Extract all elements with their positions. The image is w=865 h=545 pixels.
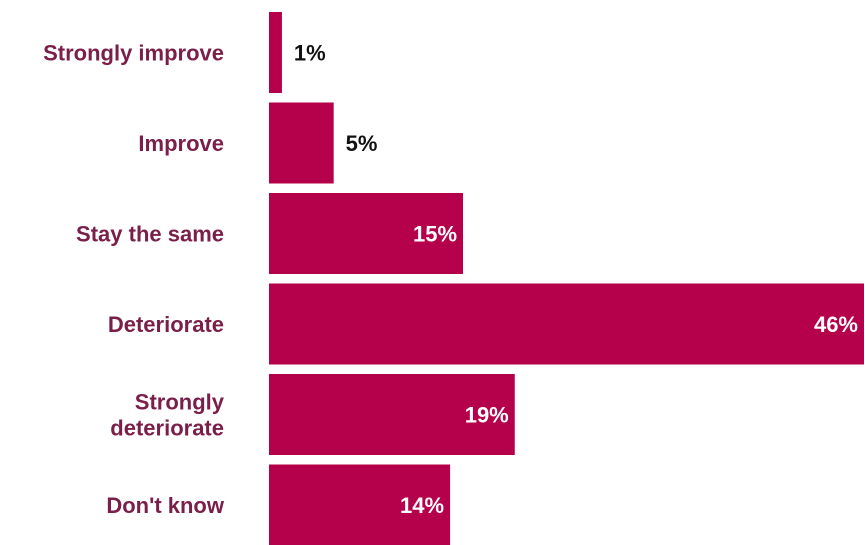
value-label-5: 14% (400, 493, 444, 518)
bar-3 (269, 283, 864, 365)
bar-5 (269, 464, 451, 545)
value-label-0: 1% (294, 41, 326, 66)
value-label-2: 15% (413, 222, 457, 247)
value-label-1: 5% (346, 131, 378, 156)
category-label-3: Deteriorate (108, 312, 224, 337)
category-label-5: Don't know (106, 493, 225, 518)
bar-4 (269, 374, 515, 455)
category-label-1: Improve (138, 131, 224, 156)
bar-1 (269, 102, 334, 184)
value-label-3: 46% (814, 312, 858, 337)
category-label-2: Stay the same (76, 222, 224, 247)
bar-0 (269, 12, 282, 93)
bar-2 (269, 193, 464, 274)
value-label-4: 19% (465, 403, 509, 428)
category-label-0: Strongly improve (43, 41, 224, 66)
category-label-4: Strongly deteriorate (110, 390, 224, 441)
